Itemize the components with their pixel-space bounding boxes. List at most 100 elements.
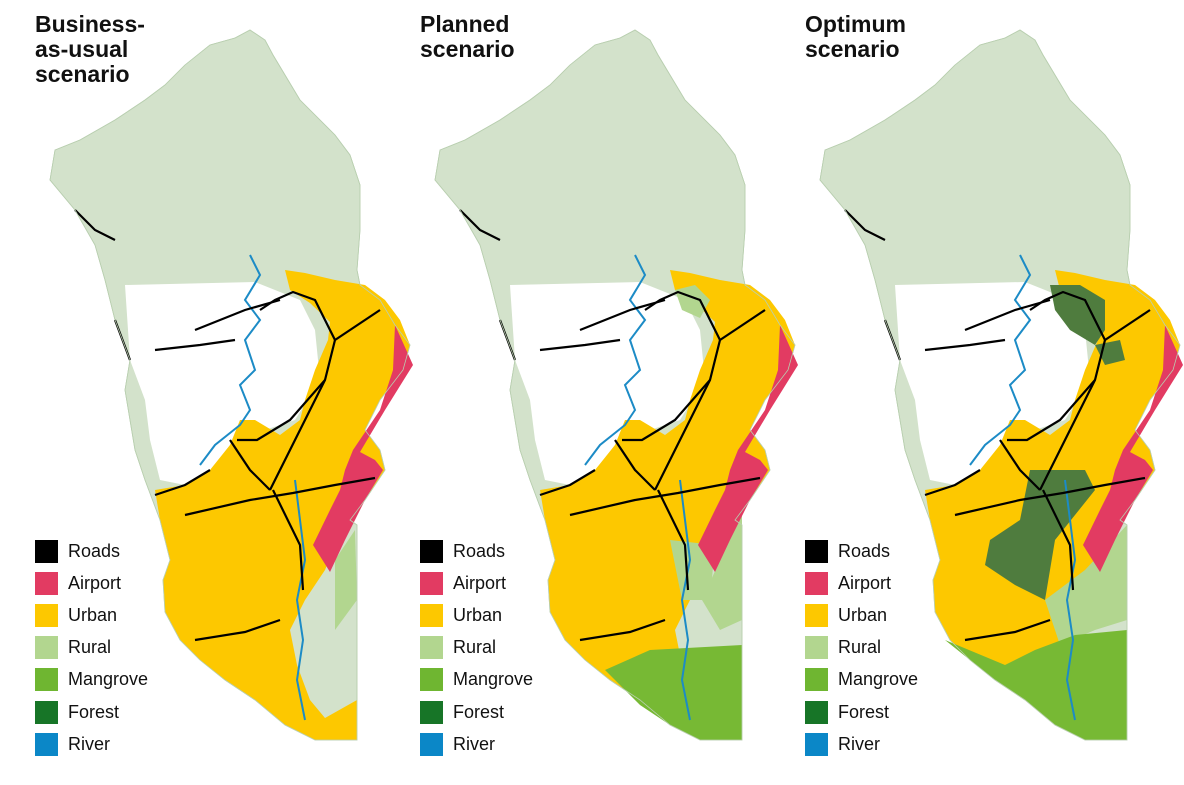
road-line (229, 439, 271, 491)
legend-swatch-mangrove (805, 668, 828, 692)
legend-item-airport: Airport (35, 567, 148, 599)
legend-swatch-urban (420, 603, 443, 627)
legend-swatch-river (35, 732, 58, 756)
panel-title: Business- as-usual scenario (35, 11, 145, 87)
legend-swatch-river (420, 732, 443, 756)
river-line (199, 254, 307, 721)
road-line (964, 298, 1051, 332)
road-line (614, 439, 656, 491)
legend-swatch-mangrove (420, 668, 443, 692)
rural-area (702, 510, 742, 630)
legend-label: River (838, 733, 881, 754)
road-line (1039, 339, 1107, 491)
rural-area (335, 530, 357, 630)
legend-label: Roads (453, 540, 506, 561)
road-line (654, 339, 722, 491)
legend-label: Airport (453, 572, 507, 593)
legend-swatch-rural (420, 636, 443, 660)
legend-item-urban: Urban (35, 599, 148, 631)
road-line (539, 469, 596, 497)
road-line (999, 439, 1041, 491)
legend-item-mangrove: Mangrove (420, 664, 533, 696)
map-legend: Roads Airport Urban Rural Mangrove Forest Rive… (805, 535, 918, 760)
planned-panel: Planned scenario Roads Airport Urban Rural M… (420, 0, 805, 785)
legend-item-river: River (420, 728, 533, 760)
urban-area (155, 270, 410, 740)
legend-label: Forest (453, 701, 505, 722)
legend-swatch-airport (35, 571, 58, 595)
legend-item-roads: Roads (805, 535, 918, 567)
road-line (334, 309, 381, 341)
road-line (579, 298, 666, 332)
legend-label: River (453, 733, 496, 754)
road-line (1042, 489, 1075, 591)
road-line (154, 469, 211, 497)
road-line (1007, 379, 1096, 442)
existing-city-area (510, 282, 705, 485)
legend-item-river: River (805, 728, 918, 760)
legend-item-river: River (35, 728, 148, 760)
existing-city-area (895, 282, 1090, 485)
forest-area (1050, 285, 1105, 345)
planned-map (434, 29, 798, 741)
legend-label: Airport (68, 572, 122, 593)
road-line (154, 338, 236, 352)
legend-item-forest: Forest (35, 696, 148, 728)
map-outline (819, 29, 1181, 741)
legend-item-roads: Roads (35, 535, 148, 567)
existing-city-area (125, 282, 320, 485)
legend-item-airport: Airport (805, 567, 918, 599)
legend-swatch-mangrove (35, 668, 58, 692)
business-as-usual-map (49, 29, 413, 741)
legend-item-mangrove: Mangrove (805, 664, 918, 696)
river-line (584, 254, 692, 721)
legend-label: Rural (453, 637, 497, 658)
legend-label: River (68, 733, 111, 754)
airport-area (1083, 325, 1183, 572)
legend-label: Rural (68, 637, 112, 658)
legend-swatch-roads (420, 539, 443, 563)
road-line (924, 469, 981, 497)
legend-item-rural: Rural (420, 632, 533, 664)
legend-item-forest: Forest (805, 696, 918, 728)
legend-label: Mangrove (838, 669, 919, 690)
legend-item-forest: Forest (420, 696, 533, 728)
legend-label: Airport (838, 572, 892, 593)
road-line (579, 618, 666, 642)
airport-area (698, 325, 798, 572)
river-line (969, 254, 1077, 721)
legend-label: Forest (68, 701, 120, 722)
road-line (194, 618, 281, 642)
legend-item-urban: Urban (805, 599, 918, 631)
road-line (622, 379, 711, 442)
legend-item-rural: Rural (805, 632, 918, 664)
road-line (657, 489, 690, 591)
road-line (1104, 309, 1151, 341)
road-line (844, 209, 886, 241)
mangrove-area (945, 630, 1127, 740)
road-line (237, 379, 326, 442)
road-line (719, 309, 766, 341)
road-line (184, 476, 376, 517)
legend-swatch-forest (35, 700, 58, 724)
panel-title: Planned scenario (420, 11, 515, 62)
legend-label: Urban (453, 604, 503, 625)
legend-swatch-roads (805, 539, 828, 563)
legend-label: Urban (68, 604, 118, 625)
panel-title: Optimum scenario (805, 11, 906, 62)
legend-label: Rural (838, 637, 882, 658)
road-line (964, 618, 1051, 642)
legend-label: Roads (68, 540, 121, 561)
road-line (459, 209, 501, 241)
legend-label: Urban (838, 604, 888, 625)
legend-item-mangrove: Mangrove (35, 664, 148, 696)
road-line (269, 339, 337, 491)
legend-swatch-airport (805, 571, 828, 595)
legend-swatch-forest (805, 700, 828, 724)
legend-swatch-river (805, 732, 828, 756)
legend-item-urban: Urban (420, 599, 533, 631)
legend-label: Mangrove (68, 669, 149, 690)
legend-item-rural: Rural (35, 632, 148, 664)
road-line (539, 338, 621, 352)
road-line (954, 476, 1146, 517)
